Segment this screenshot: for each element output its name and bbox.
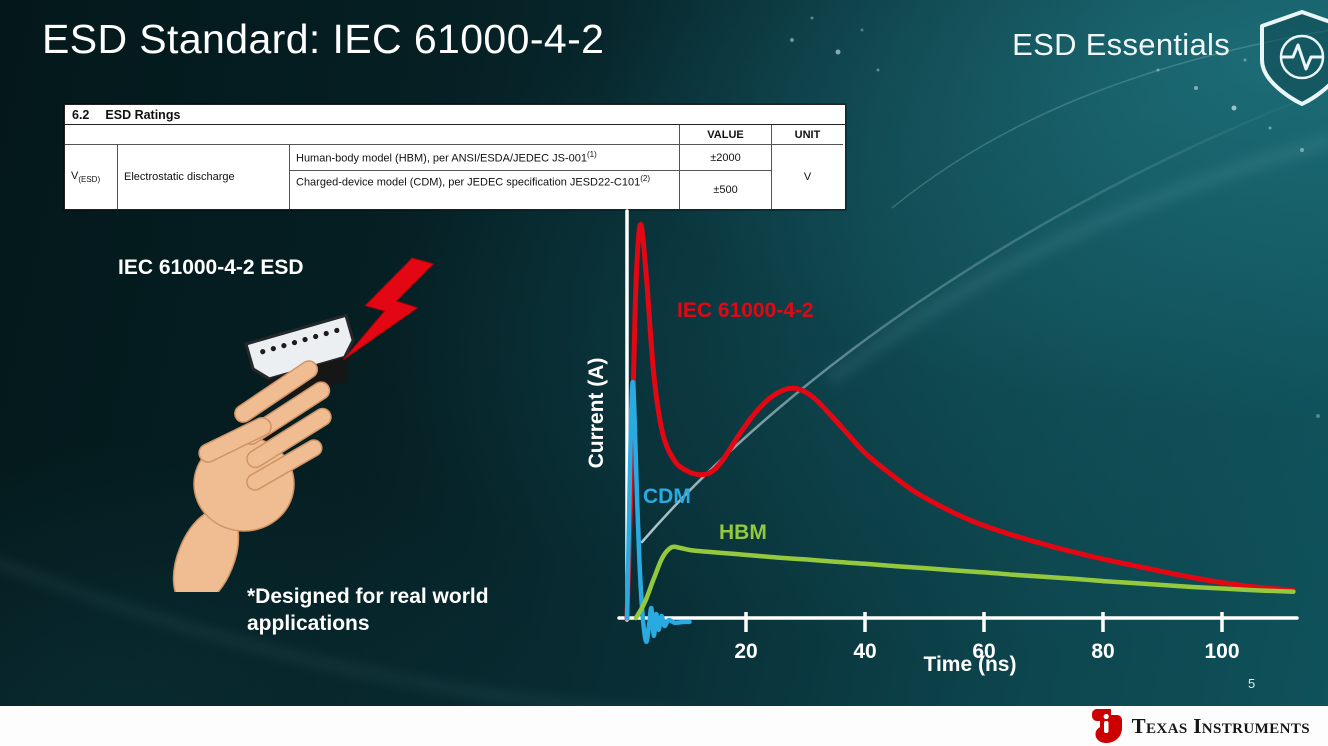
table-heading: 6.2 ESD Ratings — [65, 105, 845, 125]
esd-essentials-label: ESD Essentials — [1012, 27, 1230, 62]
datasheet-table: 6.2 ESD Ratings VALUE UNIT V(ESD) Electr… — [64, 104, 846, 210]
thumb — [198, 417, 272, 463]
section-title: ESD Ratings — [105, 108, 181, 122]
hand — [172, 360, 332, 592]
y-axis-label: Current (A) — [585, 357, 608, 469]
cdm-description: Charged-device model (CDM), per JEDEC sp… — [296, 176, 641, 189]
section-number: 6.2 — [72, 108, 90, 122]
svg-text:40: 40 — [853, 640, 876, 663]
curve-label-hbm: HBM — [719, 521, 767, 544]
svg-text:60: 60 — [972, 640, 995, 663]
slide-title: ESD Standard: IEC 61000-4-2 — [42, 16, 605, 62]
curve-label-iec: IEC 61000-4-2 — [677, 299, 814, 322]
x-axis-label: Time (ns) — [923, 653, 1017, 676]
chart: 20 40 60 80 100 Current (A) Time (ns) IEC 61… — [555, 205, 1325, 690]
page-number: 5 — [1248, 676, 1256, 691]
symbol-main: V — [71, 169, 79, 182]
chart-canvas: 20 40 60 80 100 — [617, 209, 1299, 663]
footer-bar: Texas Instruments — [0, 706, 1328, 746]
unit-column-header: UNIT — [771, 125, 843, 145]
unit-cell: V — [771, 145, 843, 209]
svg-text:80: 80 — [1091, 640, 1114, 663]
symbol-sub: (ESD) — [78, 175, 101, 185]
footer-brand-text: Texas Instruments — [1131, 713, 1310, 738]
value-column-header: VALUE — [679, 125, 771, 145]
ti-logo-icon — [1091, 709, 1122, 743]
svg-text:100: 100 — [1204, 640, 1239, 663]
parameter-symbol-cell: V(ESD) — [65, 145, 117, 209]
curve-label-cdm: CDM — [643, 485, 691, 508]
cdm-footnote-ref: (2) — [640, 174, 650, 183]
hbm-description: Human-body model (HBM), per ANSI/ESDA/JE… — [296, 152, 587, 165]
hbm-description-cell: Human-body model (HBM), per ANSI/ESDA/JE… — [289, 145, 679, 171]
cdm-description-cell: Charged-device model (CDM), per JEDEC sp… — [289, 171, 679, 209]
lightning-bolt-icon — [343, 257, 435, 361]
parameter-name-cell: Electrostatic discharge — [117, 145, 289, 209]
hbm-footnote-ref: (1) — [587, 150, 597, 160]
illustration-caption: IEC 61000-4-2 ESD — [118, 256, 304, 279]
shield-pulse-icon — [1260, 10, 1328, 106]
star-dots — [790, 16, 1320, 418]
cdm-value-cell: ±500 — [679, 171, 771, 209]
header-spacer-cell — [65, 125, 679, 145]
hbm-value-cell: ±2000 — [679, 145, 771, 171]
footnote: *Designed for real world applications — [247, 585, 489, 636]
svg-text:20: 20 — [734, 640, 757, 663]
hand-hdmi-illustration — [172, 257, 435, 592]
